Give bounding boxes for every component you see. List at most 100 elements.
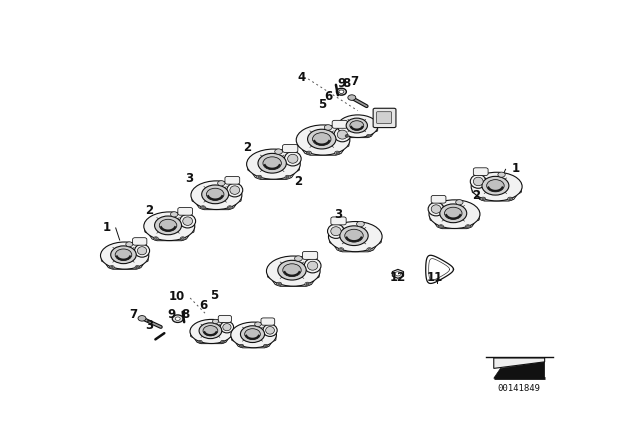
Circle shape — [258, 176, 260, 178]
Text: 2: 2 — [472, 189, 480, 202]
Polygon shape — [195, 339, 228, 344]
Circle shape — [350, 121, 364, 130]
Ellipse shape — [220, 321, 234, 333]
FancyBboxPatch shape — [469, 210, 479, 221]
Polygon shape — [303, 150, 344, 155]
Circle shape — [278, 283, 280, 285]
Circle shape — [312, 133, 331, 146]
FancyBboxPatch shape — [339, 136, 349, 147]
Circle shape — [202, 185, 228, 204]
Text: 2: 2 — [243, 141, 251, 154]
Ellipse shape — [328, 224, 344, 238]
Circle shape — [111, 266, 113, 268]
Circle shape — [340, 249, 342, 250]
Ellipse shape — [138, 247, 147, 255]
Ellipse shape — [223, 323, 231, 331]
Text: 3: 3 — [335, 208, 342, 221]
Circle shape — [339, 90, 344, 94]
FancyBboxPatch shape — [511, 183, 522, 193]
FancyBboxPatch shape — [138, 252, 148, 262]
Circle shape — [335, 151, 340, 155]
Polygon shape — [477, 196, 516, 201]
Text: 9: 9 — [167, 308, 175, 321]
Ellipse shape — [246, 149, 300, 179]
Circle shape — [346, 135, 348, 137]
Circle shape — [508, 197, 513, 201]
Circle shape — [509, 198, 511, 200]
FancyBboxPatch shape — [178, 207, 193, 215]
Circle shape — [202, 207, 204, 208]
Ellipse shape — [266, 256, 320, 286]
Polygon shape — [253, 174, 294, 179]
Circle shape — [367, 134, 371, 137]
Text: 00141849: 00141849 — [498, 384, 541, 393]
Ellipse shape — [429, 200, 480, 228]
Circle shape — [200, 206, 205, 209]
Text: 7: 7 — [350, 75, 358, 88]
Circle shape — [241, 345, 243, 347]
Ellipse shape — [134, 244, 150, 257]
Ellipse shape — [334, 127, 351, 142]
Circle shape — [498, 172, 505, 177]
Ellipse shape — [190, 319, 233, 344]
Polygon shape — [150, 236, 189, 241]
Circle shape — [345, 229, 364, 242]
Circle shape — [170, 212, 178, 217]
Circle shape — [445, 207, 462, 220]
Circle shape — [263, 157, 282, 170]
Text: 11: 11 — [426, 271, 443, 284]
FancyBboxPatch shape — [309, 267, 319, 278]
Circle shape — [155, 216, 182, 235]
Circle shape — [109, 266, 114, 269]
Ellipse shape — [474, 177, 483, 186]
Ellipse shape — [338, 115, 378, 138]
Polygon shape — [273, 281, 314, 286]
FancyBboxPatch shape — [218, 315, 232, 323]
Circle shape — [465, 225, 470, 228]
Text: 10: 10 — [169, 290, 185, 303]
Text: 5: 5 — [318, 98, 326, 111]
FancyBboxPatch shape — [369, 123, 378, 132]
Text: 5: 5 — [210, 289, 218, 302]
Ellipse shape — [328, 221, 382, 252]
FancyBboxPatch shape — [303, 251, 317, 259]
Text: 4: 4 — [298, 71, 306, 84]
Polygon shape — [342, 134, 373, 138]
Circle shape — [308, 129, 336, 149]
Ellipse shape — [331, 227, 341, 236]
Circle shape — [207, 188, 224, 200]
FancyBboxPatch shape — [225, 177, 240, 184]
Polygon shape — [494, 362, 545, 378]
Text: 2: 2 — [145, 204, 154, 217]
Text: 8: 8 — [342, 77, 350, 90]
FancyBboxPatch shape — [332, 121, 348, 128]
Circle shape — [482, 198, 484, 200]
FancyBboxPatch shape — [232, 331, 241, 341]
FancyBboxPatch shape — [145, 222, 155, 233]
Ellipse shape — [307, 261, 318, 270]
Circle shape — [482, 177, 509, 195]
Circle shape — [356, 221, 364, 227]
Circle shape — [264, 345, 267, 347]
FancyBboxPatch shape — [266, 331, 276, 341]
Circle shape — [228, 207, 231, 208]
Circle shape — [307, 152, 310, 154]
Circle shape — [275, 149, 282, 154]
Circle shape — [340, 226, 368, 246]
Circle shape — [159, 219, 177, 232]
Ellipse shape — [144, 212, 195, 241]
Circle shape — [241, 326, 264, 343]
Ellipse shape — [471, 172, 522, 201]
Text: 6: 6 — [199, 299, 207, 312]
Ellipse shape — [431, 205, 441, 213]
FancyBboxPatch shape — [431, 195, 446, 203]
FancyBboxPatch shape — [268, 267, 278, 278]
Circle shape — [111, 246, 136, 263]
Circle shape — [221, 340, 225, 343]
Circle shape — [367, 135, 369, 137]
FancyBboxPatch shape — [289, 160, 300, 171]
FancyBboxPatch shape — [331, 217, 346, 225]
FancyBboxPatch shape — [192, 191, 202, 202]
Ellipse shape — [470, 175, 486, 188]
Text: 6: 6 — [324, 90, 333, 103]
